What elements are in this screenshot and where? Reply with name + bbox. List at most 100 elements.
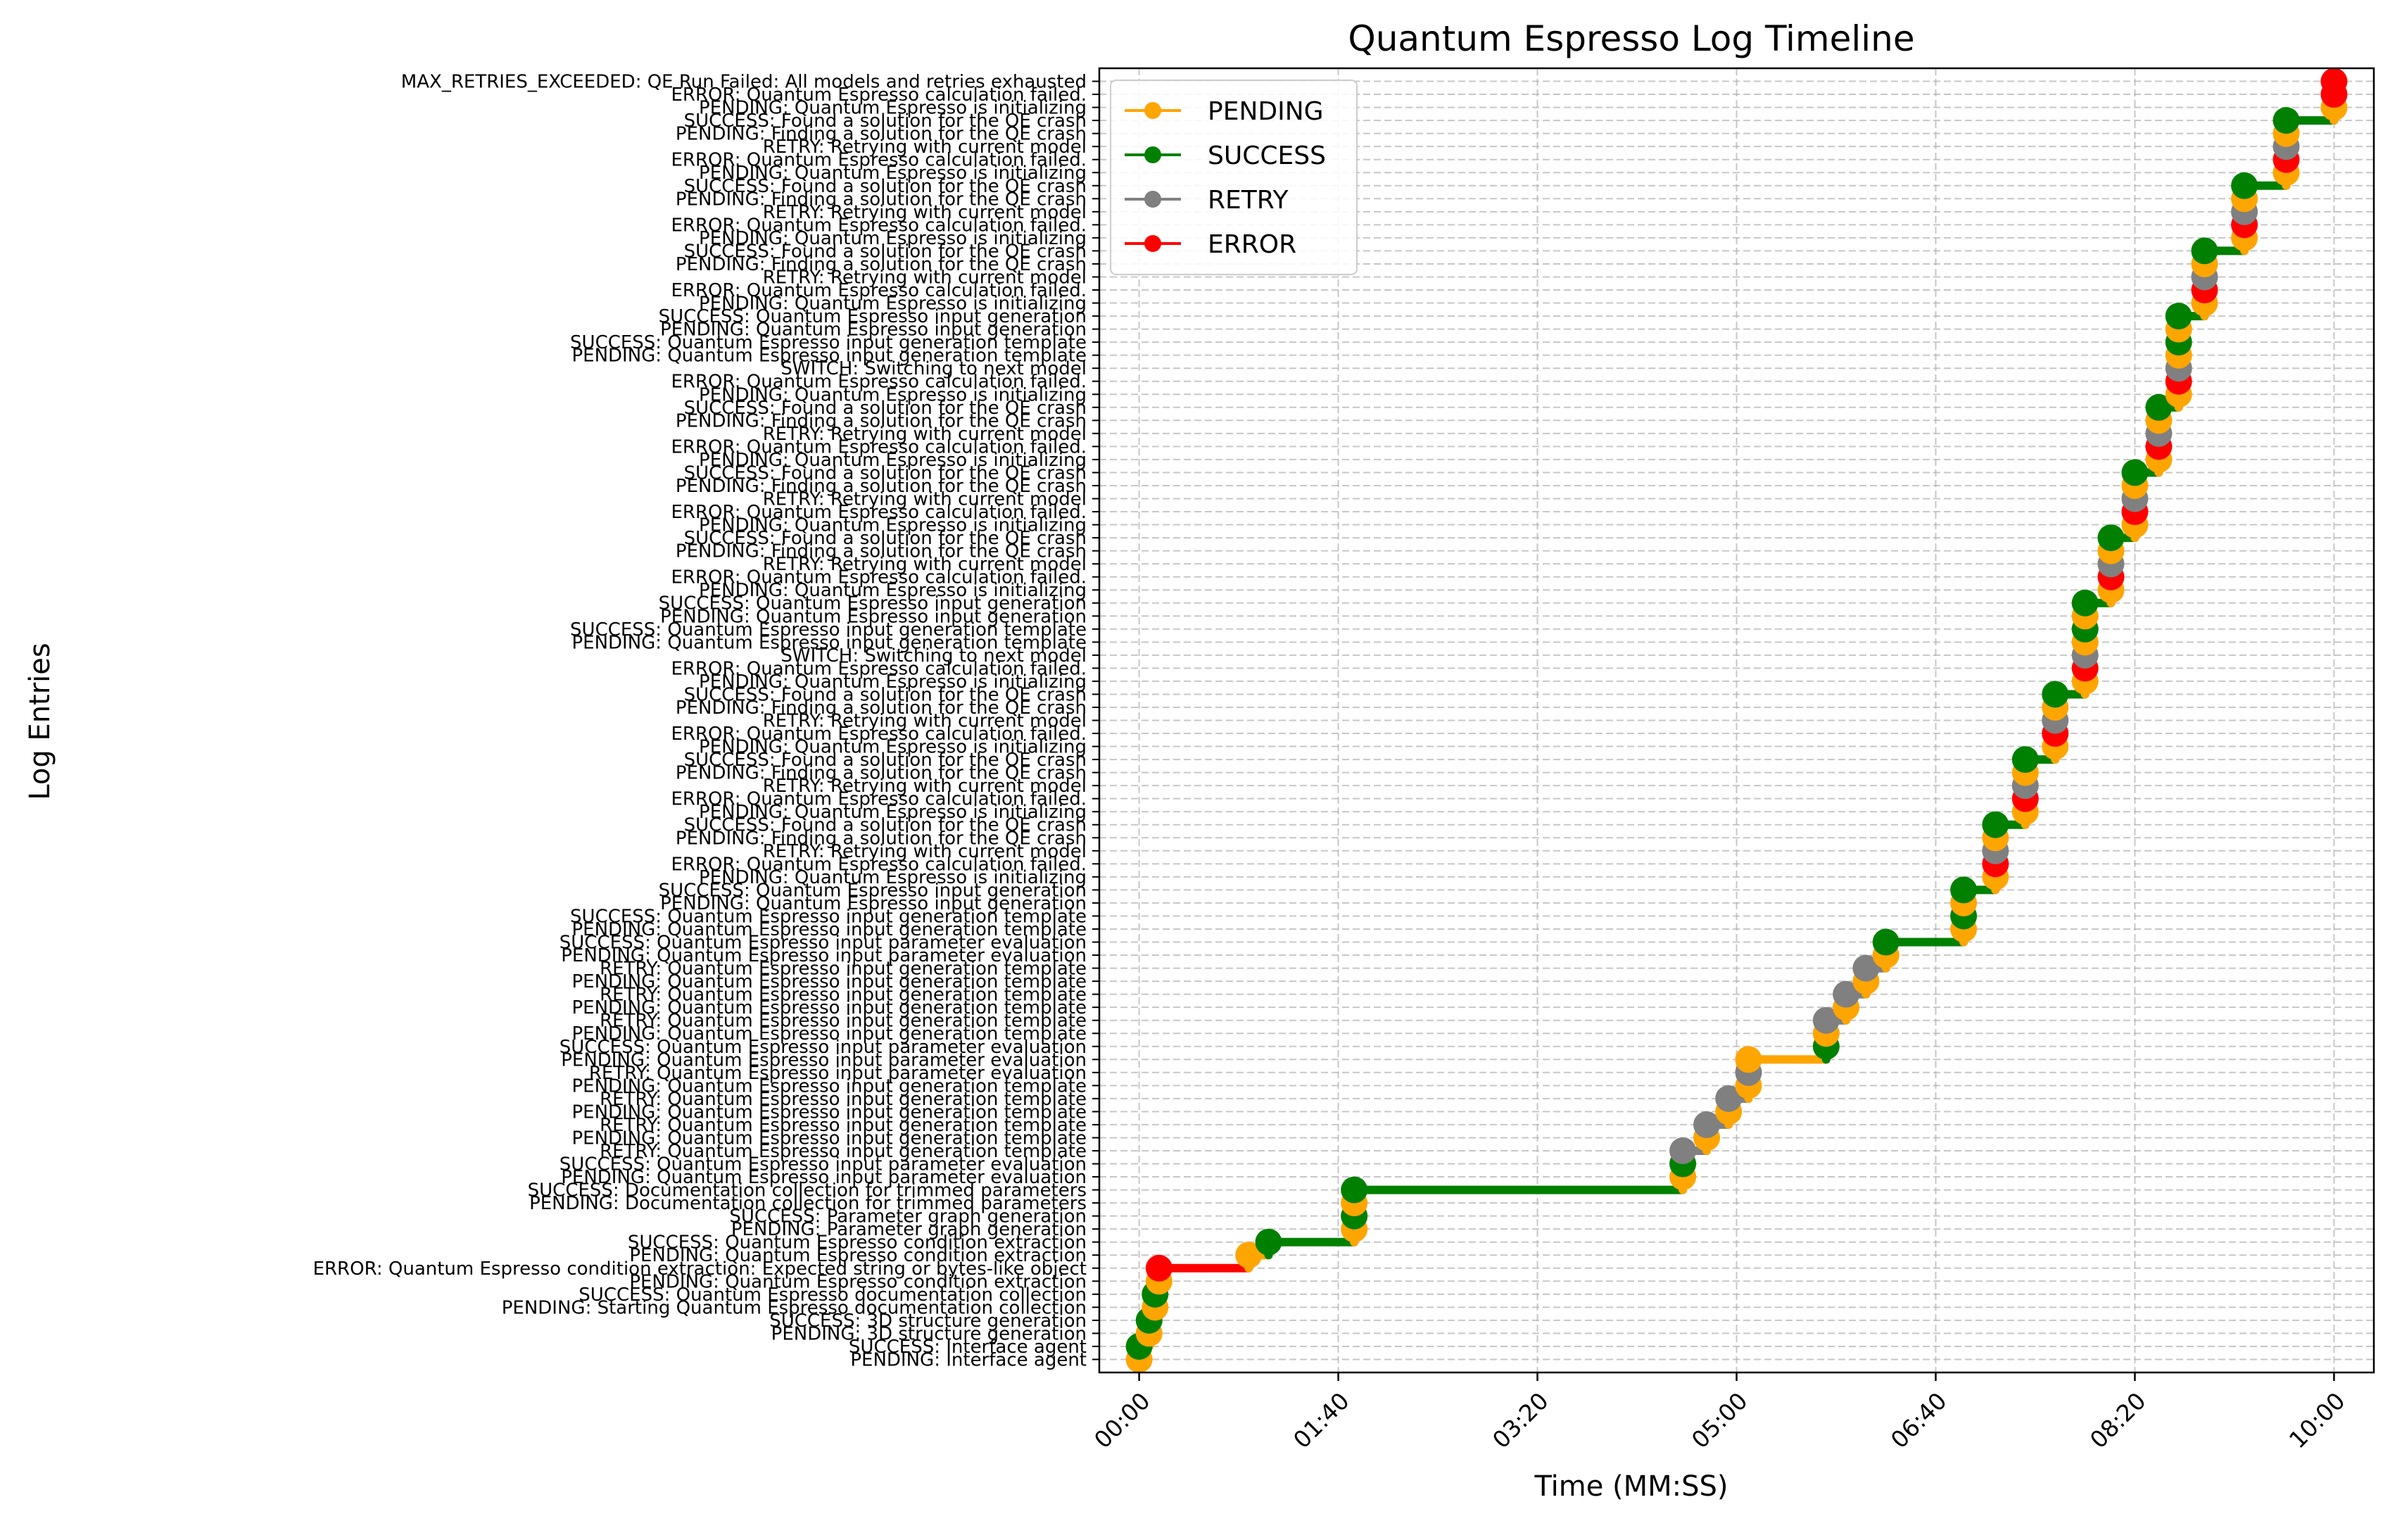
y-tick-label: ERROR: Quantum Espresso calculation fail… [671,436,1087,457]
y-tick-label: SUCCESS: Found a solution for the QE cra… [684,528,1087,549]
y-tick-label: PENDING: Finding a solution for the QE c… [676,124,1087,145]
data-point [1812,1006,1840,1034]
y-tick-label: PENDING: Quantum Espresso input paramete… [561,1049,1087,1071]
y-tick-label: PENDING: Quantum Espresso input generati… [571,1075,1087,1097]
data-point [2071,589,2099,617]
legend-marker [1144,146,1161,163]
y-tick-label: RETRY: Retrying with current model [763,554,1087,575]
data-point [2011,746,2039,774]
y-tick-label: PENDING: Quantum Espresso is initializin… [699,671,1087,693]
y-tick-label: SUCCESS: Found a solution for the QE cra… [684,684,1087,705]
legend-marker [1144,235,1161,252]
y-tick-label: PENDING: Quantum Espresso is initializin… [699,802,1087,823]
y-tick-label: SUCCESS: Found a solution for the QE cra… [684,176,1087,197]
y-tick-label: PENDING: Quantum Espresso input generati… [571,1128,1087,1149]
legend-marker [1144,191,1161,208]
y-tick-label: PENDING: Starting Quantum Espresso docum… [502,1297,1087,1318]
y-tick-label: SUCCESS: Quantum Espresso input generati… [570,619,1087,640]
y-tick-label: PENDING: Parameter graph generation [731,1219,1087,1240]
y-tick-label: PENDING: Finding a solution for the QE c… [676,189,1087,210]
y-tick-label: PENDING: Quantum Espresso input generati… [571,346,1087,367]
y-tick-label: RETRY: Retrying with current model [763,488,1087,510]
y-tick-label: PENDING: Finding a solution for the QE c… [676,476,1087,497]
data-point [1235,1242,1263,1269]
y-axis-label: Log Entries [24,643,56,800]
y-tick-label: PENDING: Finding a solution for the QE c… [676,410,1087,431]
data-point [1715,1085,1743,1112]
y-tick-label: PENDING: Quantum Espresso input generati… [571,632,1087,653]
y-tick-label: RETRY: Retrying with current model [763,776,1087,797]
y-tick-label: SWITCH: Switching to next model [780,645,1087,667]
y-tick-label: RETRY: Quantum Espresso input generation… [600,1115,1087,1136]
legend-box [1110,80,1358,275]
y-tick-label: PENDING: Quantum Espresso input generati… [571,919,1087,940]
legend-label: SUCCESS [1208,141,1326,170]
y-tick-label: RETRY: Retrying with current model [763,424,1087,445]
plot-area: 00:00 01:40 03:20 05:00 06:40 08:20 10:00PENDI… [313,67,2375,1453]
y-tick-label: PENDING: Quantum Espresso is initializin… [699,450,1087,471]
y-tick-label: RETRY: Retrying with current model [763,202,1087,223]
y-tick-label: PENDING: Finding a solution for the QE c… [676,541,1087,562]
data-point [2145,393,2173,421]
y-tick-label: PENDING: Quantum Espresso is initializin… [699,294,1087,315]
y-tick-label: ERROR: Quantum Espresso calculation fail… [671,658,1087,679]
y-tick-label: PENDING: Quantum Espresso input generati… [660,606,1087,627]
y-tick-label: PENDING: Quantum Espresso is initializin… [699,580,1087,601]
y-tick-label: RETRY: Quantum Espresso input generation… [600,985,1087,1006]
y-tick-label: SUCCESS: Interface agent [849,1337,1087,1358]
y-tick-label: RETRY: Quantum Espresso input generation… [600,1011,1087,1032]
y-tick-label: RETRY: Retrying with current model [763,267,1087,288]
y-tick-label: SUCCESS: Quantum Espresso input generati… [570,906,1087,927]
data-point [2042,681,2069,708]
y-tick-label: PENDING: Quantum Espresso input generati… [571,1102,1087,1123]
y-tick-label: SUCCESS: Found a solution for the QE cra… [684,750,1087,771]
y-tick-label: SUCCESS: Quantum Espresso documentation … [579,1285,1087,1306]
data-point [1950,876,1978,904]
data-point [2097,524,2125,552]
legend: PENDING SUCCESS RETRY ERROR [1110,80,1358,275]
y-tick-label: RETRY: Retrying with current model [763,841,1087,862]
y-tick-label: SUCCESS: Found a solution for the QE cra… [684,241,1087,262]
y-tick-label: SUCCESS: Parameter graph generation [729,1206,1087,1227]
y-tick-label: PENDING: Finding a solution for the QE c… [676,698,1087,719]
data-point [1735,1046,1762,1073]
y-tick-label: SUCCESS: Quantum Espresso input generati… [570,332,1087,353]
data-point [1852,954,1880,982]
x-axis-label: Time (MM:SS) [1534,1470,1728,1503]
data-point [1341,1176,1368,1204]
chart-title: Quantum Espresso Log Timeline [1348,18,1914,59]
y-tick-label: ERROR: Quantum Espresso calculation fail… [671,724,1087,745]
y-tick-label: PENDING: 3D structure generation [771,1323,1087,1344]
data-point [2121,459,2149,486]
y-tick-label: SUCCESS: Found a solution for the QE cra… [684,815,1087,836]
y-tick-label: SUCCESS: Quantum Espresso input paramete… [560,1037,1087,1058]
y-tick-label: PENDING: Interface agent [850,1349,1087,1370]
y-tick-label: PENDING: Finding a solution for the QE c… [676,254,1087,275]
y-tick-label: PENDING: Quantum Espresso input generati… [571,1023,1087,1044]
y-tick-label: SUCCESS: Quantum Espresso condition extr… [628,1232,1087,1254]
y-tick-label: ERROR: Quantum Espresso calculation fail… [671,372,1087,393]
y-tick-label: ERROR: Quantum Espresso calculation fail… [671,215,1087,236]
y-tick-label: SUCCESS: Documentation collection for tr… [528,1180,1087,1201]
legend-label: PENDING [1208,97,1324,126]
y-tick-label: SWITCH: Switching to next model [780,358,1087,379]
y-tick-label: RETRY: Retrying with current model [763,137,1087,158]
data-point [2320,68,2348,95]
y-tick-label: PENDING: Quantum Espresso is initializin… [699,384,1087,405]
y-tick-label: SUCCESS: 3D structure generation [769,1311,1087,1332]
y-tick-label: ERROR: Quantum Espresso calculation fail… [671,150,1087,171]
data-point [1255,1228,1282,1256]
y-tick-label: RETRY: Retrying with current model [763,711,1087,732]
y-tick-label: PENDING: Quantum Espresso input generati… [571,971,1087,992]
y-tick-label: ERROR: Quantum Espresso calculation fail… [671,280,1087,301]
y-tick-label: PENDING: Quantum Espresso is initializin… [699,228,1087,249]
data-point [1982,811,2009,838]
y-tick-label: ERROR: Quantum Espresso calculation fail… [671,854,1087,875]
y-tick-label: PENDING: Quantum Espresso is initializin… [699,163,1087,184]
y-tick-label: SUCCESS: Found a solution for the QE cra… [684,111,1087,132]
y-tick-label: PENDING: Quantum Espresso input paramete… [561,1167,1087,1188]
y-tick-label: MAX_RETRIES_EXCEEDED: QE Run Failed: All… [401,72,1087,93]
legend-marker [1144,102,1161,119]
data-point [1693,1111,1721,1138]
